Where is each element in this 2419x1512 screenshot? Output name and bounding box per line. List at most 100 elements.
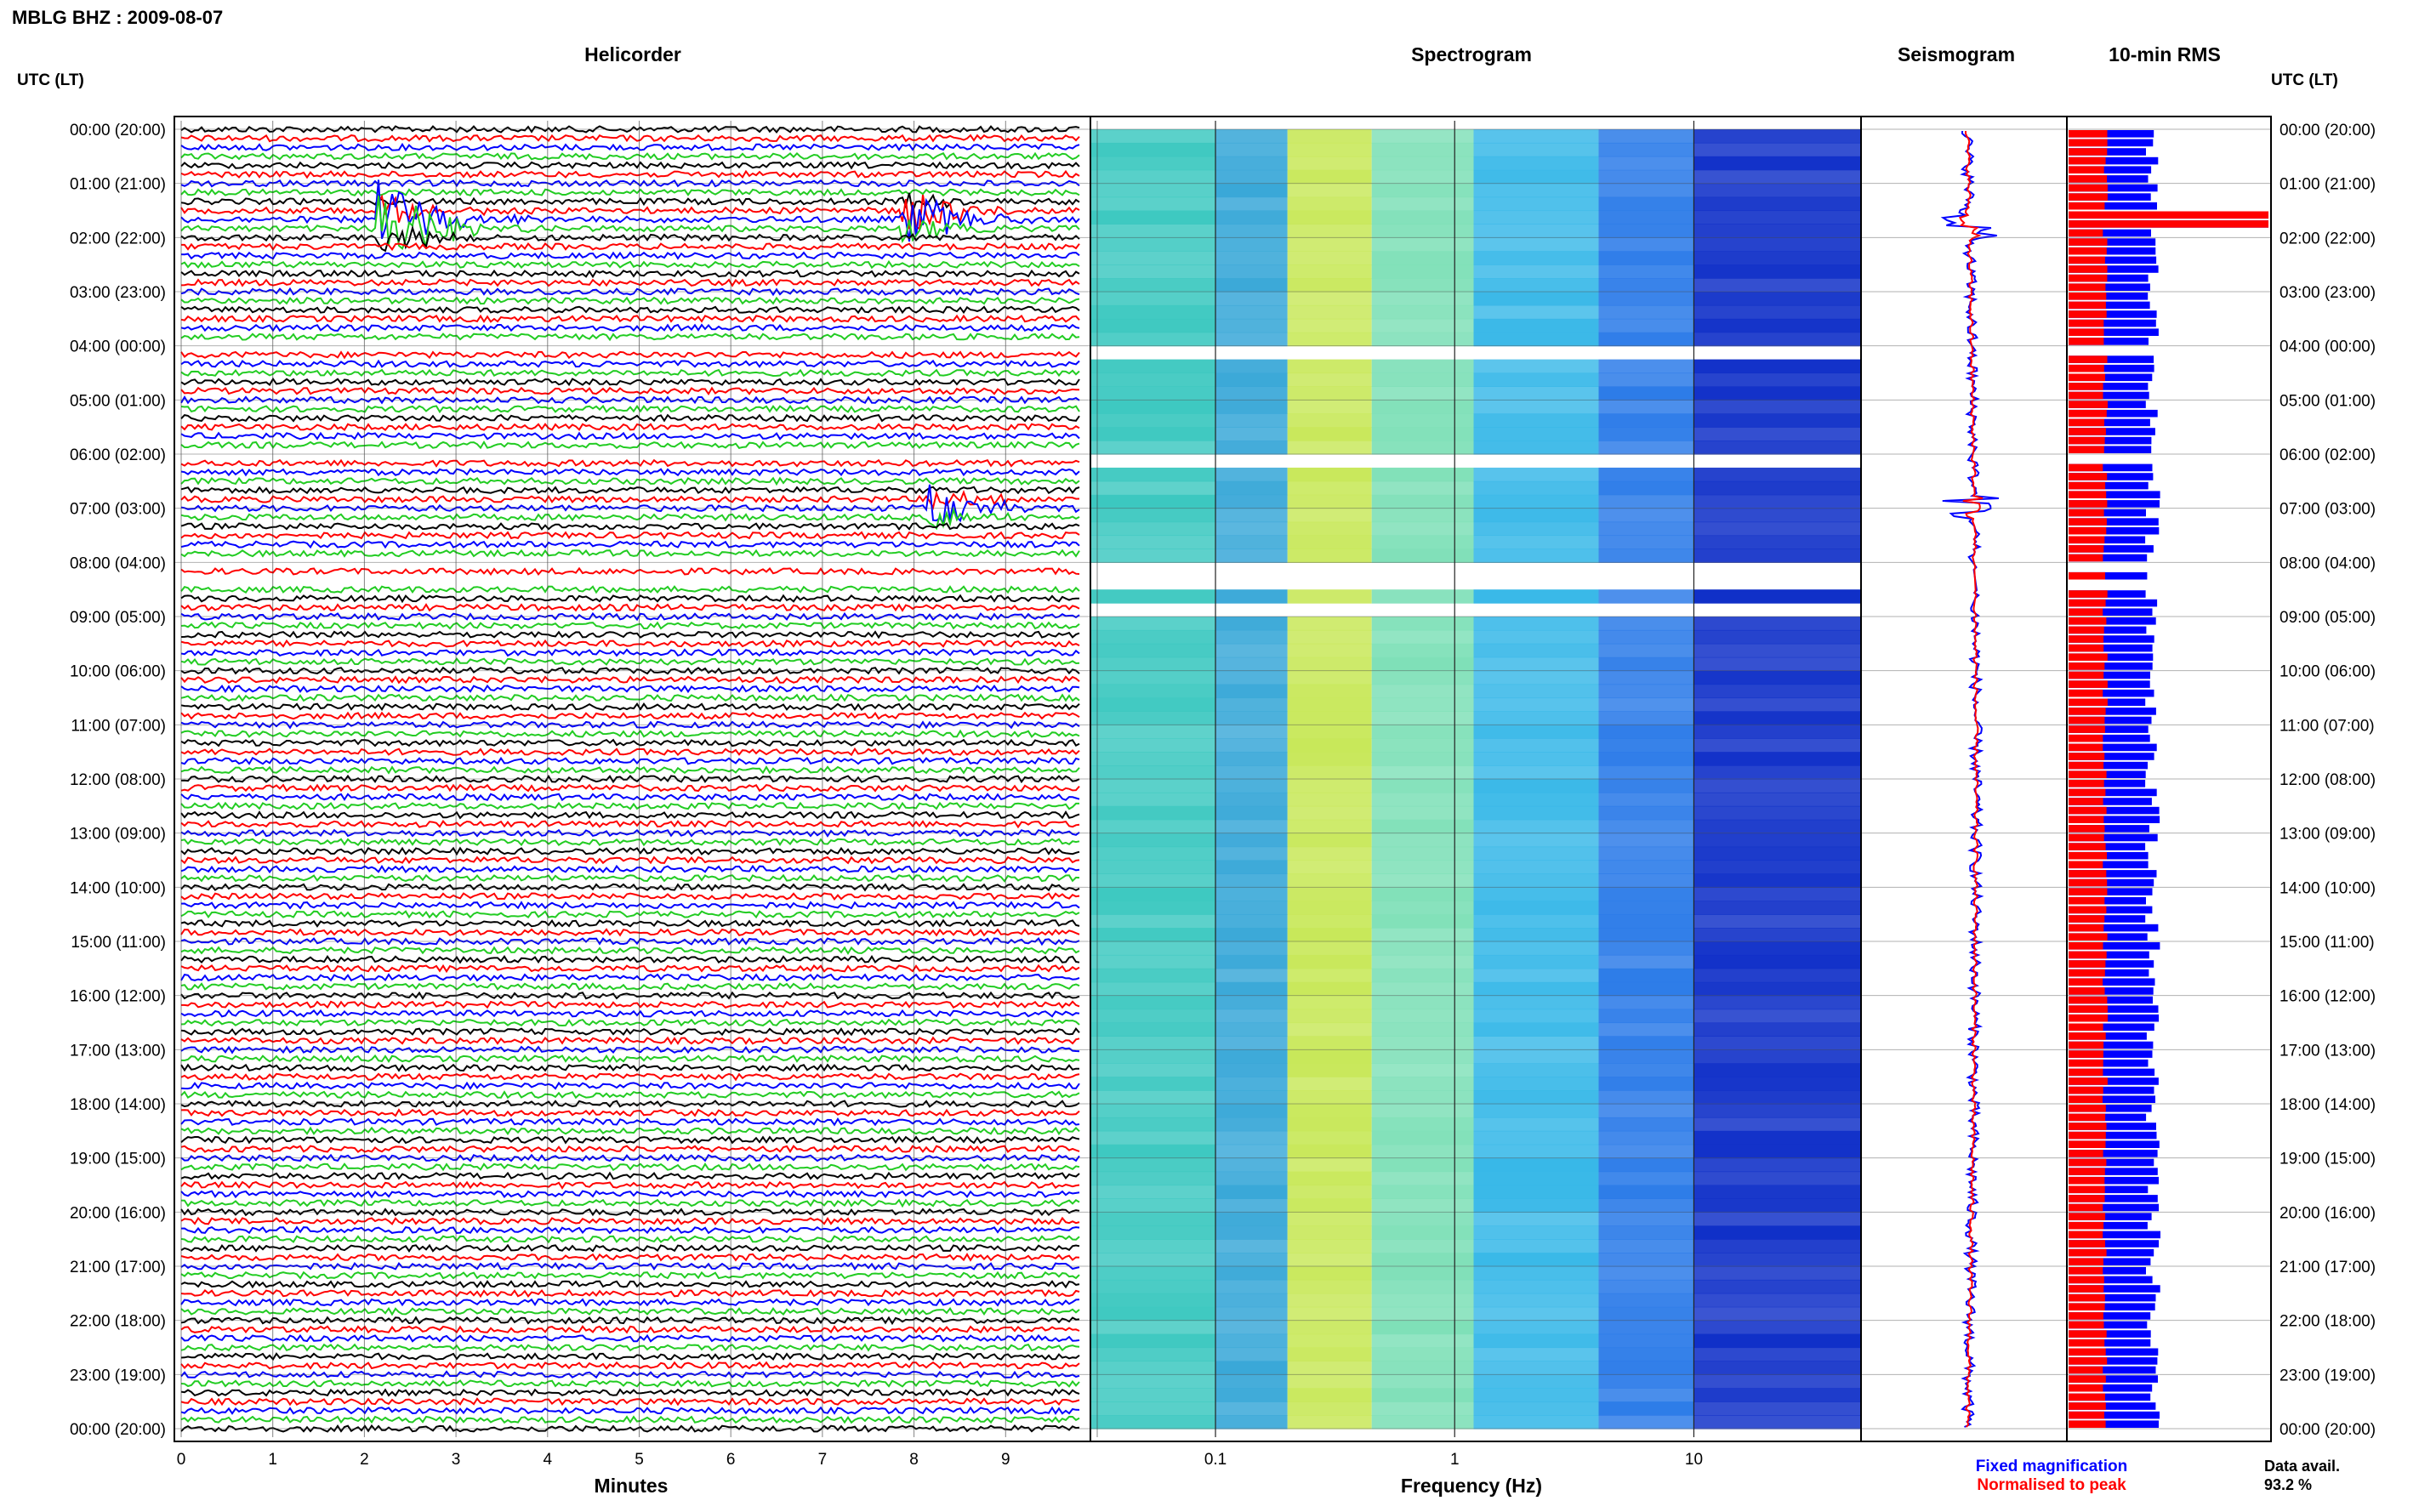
rms-normalised-bar — [2069, 1231, 2103, 1239]
legend-fixed-magnification: Fixed magnification — [1976, 1458, 2127, 1475]
rms-fixed-bar — [2069, 1285, 2160, 1293]
rms-normalised-bar — [2069, 833, 2104, 842]
helicorder-trace-line — [180, 1415, 1080, 1424]
spectrogram-cell — [1598, 1077, 1694, 1091]
spectrogram-cell — [1473, 156, 1599, 171]
rms-fixed-bar — [2069, 202, 2157, 210]
rms-fixed-bar — [2069, 635, 2154, 643]
spectrogram-cell — [1371, 129, 1474, 144]
spectrogram-cell — [1287, 1266, 1372, 1281]
spectrogram-cell — [1693, 427, 1861, 441]
spectrogram-cell — [1598, 359, 1694, 374]
right-time-tick-label: 01:00 (21:00) — [2280, 176, 2376, 194]
spectrogram-cell — [1473, 779, 1599, 793]
rms-fixed-bar — [2069, 1095, 2155, 1103]
rms-fixed-bar — [2069, 1267, 2146, 1275]
helicorder-trace-line — [180, 846, 1080, 856]
spectrogram-cell — [1215, 617, 1288, 631]
helicorder-trace-line — [180, 1280, 1080, 1289]
helicorder-trace-line — [180, 194, 1080, 231]
helicorder-trace-line — [180, 828, 1080, 838]
spectrogram-cell — [1287, 1333, 1372, 1349]
helicorder-trace-line — [180, 611, 1080, 622]
spectrogram-cell — [1287, 914, 1372, 929]
spectrogram-cell — [1598, 617, 1694, 631]
spectrogram-cell — [1090, 954, 1215, 969]
spectrogram-cell — [1090, 1117, 1215, 1132]
spectrogram-cell — [1287, 169, 1372, 185]
left-time-tick-label: 12:00 (08:00) — [70, 771, 166, 789]
spectrogram-cell — [1287, 1090, 1372, 1105]
spectrogram-cell — [1371, 413, 1474, 428]
spectrogram-cell — [1287, 887, 1372, 901]
rms-fixed-bar — [2069, 491, 2160, 498]
rms-fixed-bar — [2069, 256, 2157, 264]
rms-normalised-bar — [2069, 1086, 2103, 1094]
spectrogram-cell — [1090, 304, 1215, 320]
right-time-tick-label: 11:00 (07:00) — [2280, 717, 2375, 735]
helicorder-trace-line — [180, 1090, 1080, 1100]
rms-normalised-bar — [2069, 933, 2108, 941]
rms-fixed-bar — [2069, 328, 2159, 336]
frequency-tick-label: 10 — [1685, 1451, 1703, 1469]
spectrogram-cell — [1693, 846, 1861, 861]
rms-normalised-bar — [2069, 283, 2106, 291]
spectrogram-cell — [1215, 1130, 1288, 1145]
seismogram-title: Seismogram — [1898, 43, 2015, 65]
spectrogram-cell — [1473, 981, 1599, 997]
spectrogram-cell — [1287, 995, 1372, 1010]
spectrogram-cell — [1693, 1225, 1861, 1240]
spectrogram-cell — [1371, 1185, 1474, 1199]
spectrogram-cell — [1693, 833, 1861, 848]
spectrogram-cell — [1287, 441, 1372, 455]
spectrogram-cell — [1090, 711, 1215, 725]
spectrogram-cell — [1215, 278, 1288, 293]
rms-normalised-bar — [2069, 915, 2105, 923]
spectrogram-cell — [1371, 1063, 1474, 1077]
spectrogram-cell — [1287, 467, 1372, 482]
spectrogram-cell — [1287, 860, 1372, 874]
spectrogram-cell — [1693, 1130, 1861, 1145]
helicorder-trace-line — [181, 1000, 1080, 1009]
spectrogram-cell — [1693, 521, 1861, 537]
spectrogram-cell — [1473, 1049, 1599, 1064]
spectrogram-cell — [1371, 1130, 1474, 1145]
spectrogram-cell — [1215, 887, 1288, 901]
rms-fixed-bar — [2069, 644, 2153, 652]
helicorder-trace-line — [180, 1108, 1080, 1117]
spectrogram-cell — [1287, 711, 1372, 725]
rms-normalised-bar — [2069, 725, 2105, 733]
spectrogram-cell — [1090, 684, 1215, 699]
rms-fixed-bar — [2069, 554, 2148, 562]
spectrogram-cell — [1215, 1388, 1288, 1402]
right-axis-header: UTC (LT) — [2271, 71, 2338, 89]
rms-normalised-bar — [2069, 1384, 2103, 1392]
spectrogram-cell — [1090, 1333, 1215, 1349]
minute-tick-label: 6 — [726, 1451, 736, 1469]
rms-fixed-bar — [2069, 1168, 2158, 1175]
spectrogram-cell — [1598, 643, 1694, 658]
spectrogram-cell — [1287, 142, 1372, 157]
spectrogram-cell — [1287, 1157, 1372, 1173]
rms-normalised-bar — [2069, 1321, 2104, 1329]
rms-normalised-bar — [2069, 896, 2105, 905]
spectrogram-cell — [1215, 480, 1288, 496]
rms-normalised-bar — [2069, 1123, 2107, 1130]
spectrogram-cell — [1371, 1077, 1474, 1091]
rms-fixed-bar — [2069, 1195, 2158, 1202]
spectrogram-cell — [1473, 480, 1599, 496]
spectrogram-cell — [1693, 1306, 1861, 1322]
rms-normalised-bar — [2069, 428, 2106, 435]
spectrogram-cell — [1693, 1171, 1861, 1186]
spectrogram-cell — [1473, 1185, 1599, 1199]
spectrogram-cell — [1473, 1130, 1599, 1145]
spectrogram-cell — [1371, 332, 1474, 347]
spectrogram-cell — [1215, 508, 1288, 523]
rms-normalised-bar — [2069, 635, 2104, 643]
rms-fixed-bar — [2069, 1221, 2148, 1230]
spectrogram-cell — [1598, 1009, 1694, 1024]
spectrogram-cell — [1090, 169, 1215, 185]
spectrogram-cell — [1090, 941, 1215, 956]
rms-fixed-bar — [2069, 319, 2156, 327]
